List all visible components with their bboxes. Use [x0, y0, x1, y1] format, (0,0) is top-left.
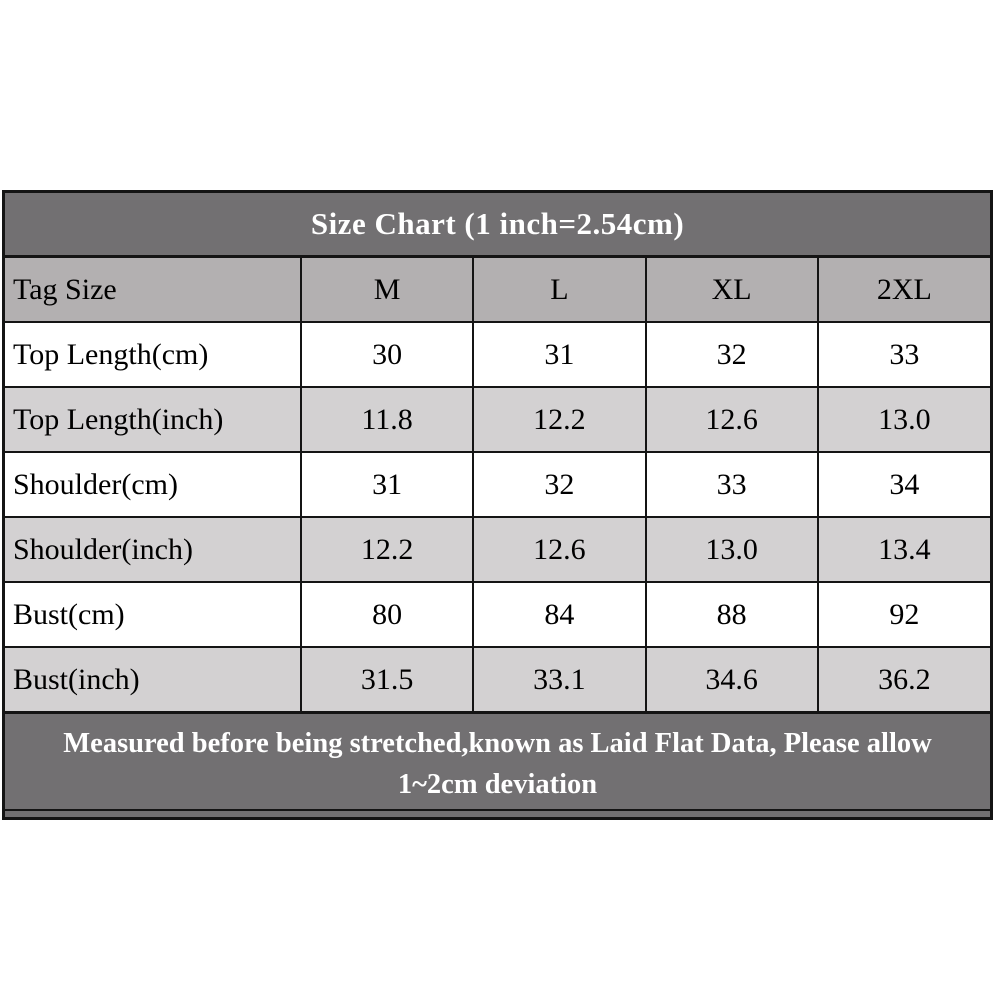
cell-value: 12.6 [472, 516, 647, 583]
table-row: Bust(inch) 31.5 33.1 34.6 36.2 [5, 646, 990, 711]
cell-value: 12.2 [472, 386, 647, 453]
cell-value: 31.5 [299, 646, 475, 711]
table-row: Bust(cm) 80 84 88 92 [5, 581, 990, 648]
col-header-2xl: 2XL [816, 258, 990, 323]
row-label: Bust(inch) [5, 646, 302, 711]
cell-value: 88 [644, 581, 819, 648]
cell-value: 32 [644, 321, 819, 388]
cell-value: 34 [816, 451, 990, 518]
header-row: Tag Size M L XL 2XL [5, 258, 990, 323]
cell-value: 11.8 [299, 386, 475, 453]
row-label: Shoulder(inch) [5, 516, 302, 583]
col-header-l: L [472, 258, 647, 323]
cell-value: 80 [299, 581, 475, 648]
cell-value: 13.0 [816, 386, 990, 453]
table-footer-note: Measured before being stretched,known as… [5, 711, 990, 817]
cell-value: 36.2 [816, 646, 990, 711]
size-chart-table: Size Chart (1 inch=2.54cm) Tag Size M L … [2, 190, 993, 820]
cell-value: 31 [299, 451, 475, 518]
cell-value: 34.6 [644, 646, 819, 711]
cell-value: 13.0 [644, 516, 819, 583]
row-label: Bust(cm) [5, 581, 302, 648]
table-row: Shoulder(cm) 31 32 33 34 [5, 451, 990, 518]
cell-value: 12.2 [299, 516, 475, 583]
table-row: Top Length(inch) 11.8 12.2 12.6 13.0 [5, 386, 990, 453]
table-row: Top Length(cm) 30 31 32 33 [5, 321, 990, 388]
footer-note-line2: 1~2cm deviation [397, 769, 598, 800]
col-header-xl: XL [644, 258, 819, 323]
bottom-double-border [2, 809, 993, 811]
table-title: Size Chart (1 inch=2.54cm) [5, 193, 990, 258]
cell-value: 33 [644, 451, 819, 518]
cell-value: 31 [472, 321, 647, 388]
row-label: Top Length(inch) [5, 386, 302, 453]
cell-value: 13.4 [816, 516, 990, 583]
cell-value: 92 [816, 581, 990, 648]
cell-value: 30 [299, 321, 475, 388]
col-header-tag-size: Tag Size [5, 258, 302, 323]
size-table-grid: Tag Size M L XL 2XL Top Length(cm) 30 31… [5, 258, 990, 711]
footer-note-line1: Measured before being stretched,known as… [63, 728, 932, 759]
cell-value: 12.6 [644, 386, 819, 453]
table-row: Shoulder(inch) 12.2 12.6 13.0 13.4 [5, 516, 990, 583]
cell-value: 84 [472, 581, 647, 648]
row-label: Shoulder(cm) [5, 451, 302, 518]
row-label: Top Length(cm) [5, 321, 302, 388]
col-header-m: M [299, 258, 475, 323]
cell-value: 33 [816, 321, 990, 388]
cell-value: 33.1 [472, 646, 647, 711]
cell-value: 32 [472, 451, 647, 518]
